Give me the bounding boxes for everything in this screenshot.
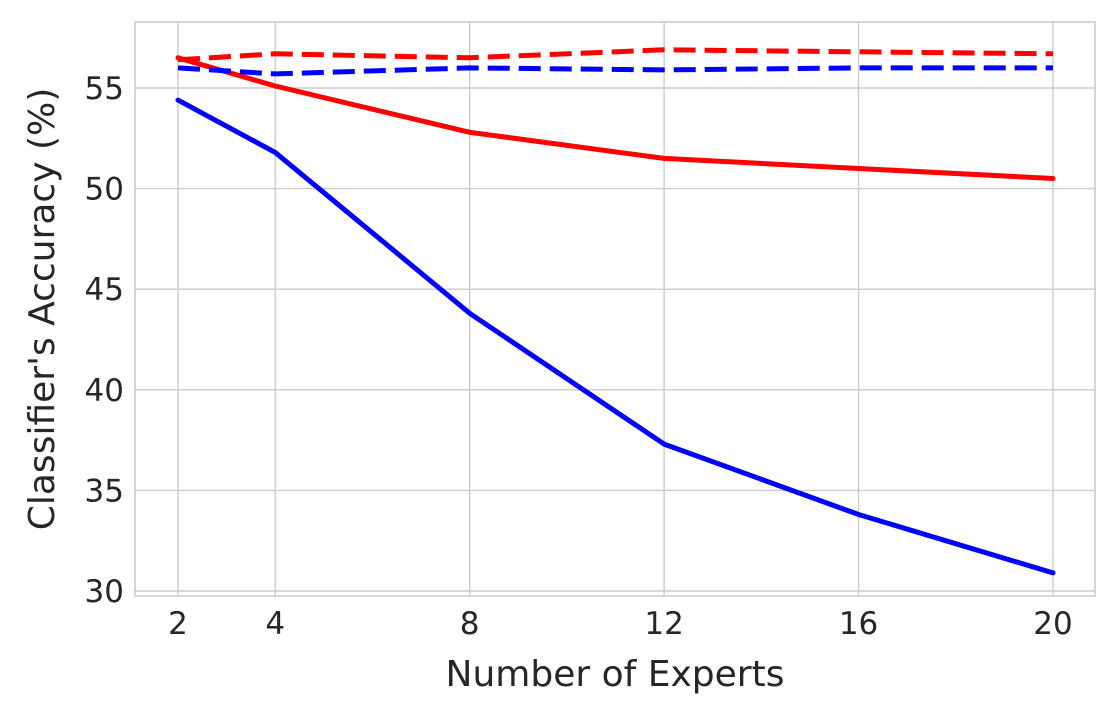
- y-tick-label: 30: [85, 574, 124, 610]
- x-tick-label: 8: [460, 606, 480, 642]
- plot-frame: [134, 21, 1096, 597]
- y-tick-label: 40: [85, 373, 124, 409]
- x-tick-label: 20: [1033, 606, 1072, 642]
- series-red-solid: [175, 55, 1056, 181]
- x-tick-label: 2: [168, 606, 188, 642]
- x-tick-label: 12: [644, 606, 683, 642]
- x-tick-label: 4: [265, 606, 285, 642]
- series-lines: [175, 47, 1056, 576]
- series-blue-dashed: [177, 65, 1053, 77]
- y-tick-labels: 30 35 40 45 50 55: [85, 71, 124, 610]
- y-tick-label: 35: [85, 473, 124, 509]
- x-tick-label: 16: [839, 606, 878, 642]
- y-tick-label: 50: [85, 172, 124, 208]
- x-axis-label: Number of Experts: [446, 654, 785, 695]
- y-tick-label: 45: [85, 272, 124, 308]
- x-tick-labels: 2 4 8 12 16 20: [168, 606, 1073, 642]
- y-axis-label: Classifier's Accuracy (%): [22, 88, 63, 531]
- grid-lines: [135, 22, 1095, 596]
- series-blue-solid: [175, 97, 1056, 576]
- y-tick-label: 55: [85, 71, 124, 107]
- series-red-dashed: [177, 47, 1054, 63]
